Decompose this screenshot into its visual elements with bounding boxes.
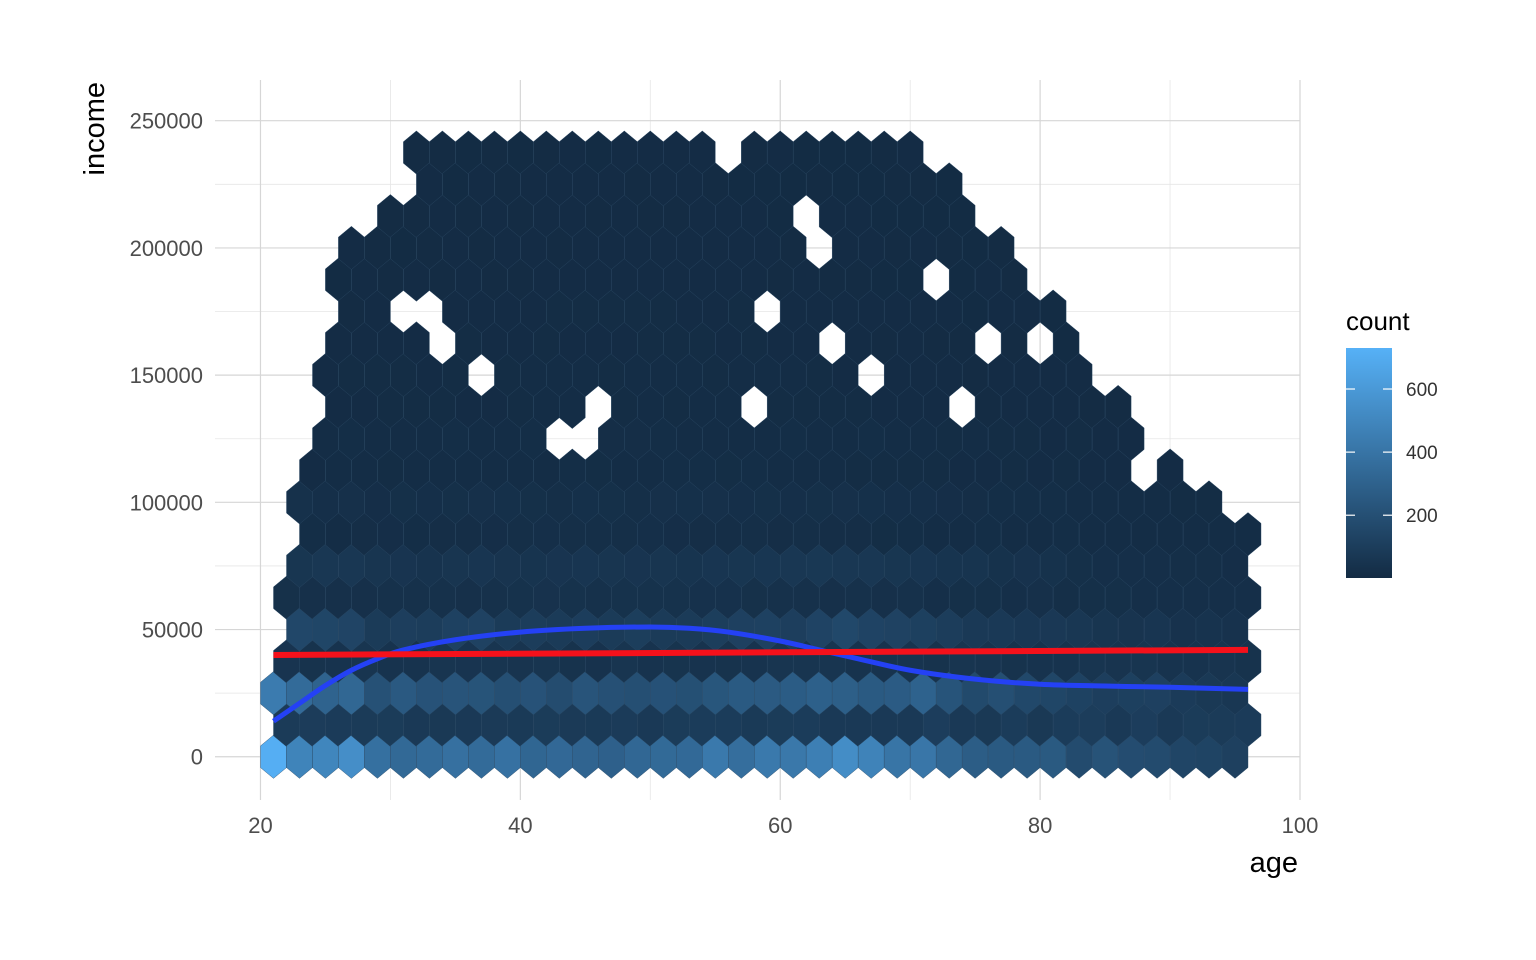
hexbin-cell [936, 162, 963, 207]
y-tick-label: 200000 [130, 236, 203, 261]
hexbin-cell [1039, 289, 1067, 334]
hexbin-cell [1195, 480, 1223, 525]
hexbin-cell [987, 226, 1015, 270]
y-tick-label: 150000 [130, 363, 203, 388]
y-tick-label: 100000 [130, 490, 203, 515]
hexbin-cell [780, 226, 807, 270]
hexbin-cell [1065, 353, 1093, 397]
x-tick-label: 100 [1282, 813, 1319, 838]
hexbin-layer [260, 130, 1262, 779]
x-tick-label: 60 [768, 813, 792, 838]
hexbin-cell [1117, 416, 1145, 461]
linear-fit-line [273, 646, 1249, 658]
legend-tick-label: 600 [1406, 380, 1438, 401]
legend-tick-label: 400 [1406, 443, 1438, 464]
axes: 20 40 60 80 100 0 50000 100000 150000 200000 25000… [130, 109, 1319, 838]
y-tick-label: 50000 [142, 618, 203, 643]
x-axis-title: age [1250, 847, 1298, 879]
x-tick-label: 80 [1028, 813, 1052, 838]
legend: count 200 400 600 [1346, 306, 1438, 578]
y-axis-title: income [79, 82, 111, 176]
y-tick-label: 0 [191, 745, 203, 770]
hexbin-cell [1234, 512, 1262, 557]
x-tick-label: 20 [248, 813, 272, 838]
y-tick-label: 250000 [130, 109, 203, 134]
x-tick-label: 40 [508, 813, 532, 838]
legend-colorbar [1346, 348, 1392, 578]
smooth-line [272, 624, 1249, 724]
legend-title: count [1346, 306, 1410, 336]
legend-ticks: 200 400 600 [1346, 380, 1438, 527]
legend-tick-label: 200 [1406, 506, 1438, 527]
trend-lines [272, 624, 1249, 724]
